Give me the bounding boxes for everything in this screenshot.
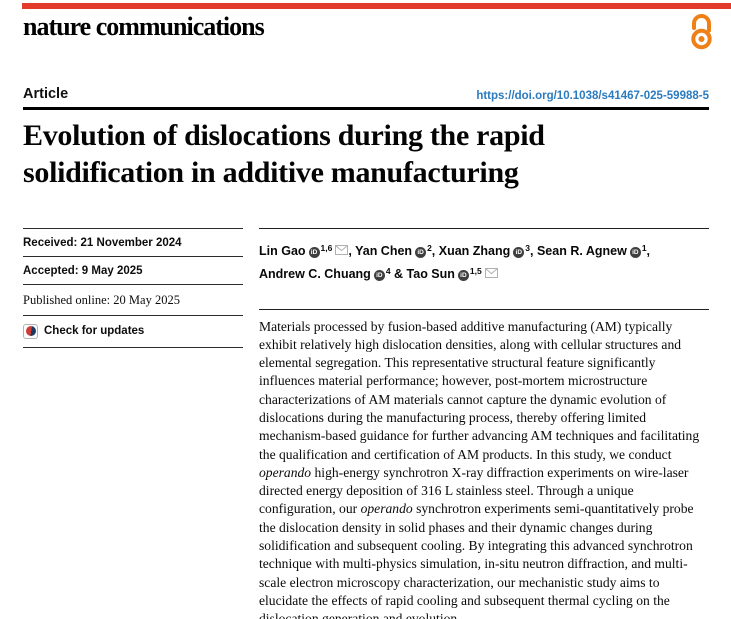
author-5: Andrew C. Chuang iD 4 &	[259, 265, 407, 281]
orcid-icon[interactable]: iD	[629, 246, 641, 258]
content-columns: Received: 21 November 2024 Accepted: 9 M…	[23, 227, 709, 619]
affiliation-sup: 2	[427, 242, 432, 253]
check-for-updates-label: Check for updates	[44, 325, 145, 337]
author-name: Xuan Zhang	[438, 243, 511, 258]
received-date: Received: 21 November 2024	[23, 227, 243, 256]
affiliation-sup: 1,5	[469, 265, 482, 276]
header-rule	[23, 107, 709, 110]
abstract-segment: high-energy synchrotron X-ray diffractio…	[259, 464, 689, 517]
journal-logo: nature communications	[23, 12, 265, 41]
author-separator: &	[390, 266, 407, 281]
author-separator: ,	[646, 243, 651, 258]
check-for-updates-button[interactable]: Check for updates	[23, 314, 243, 348]
orcid-icon[interactable]: iD	[457, 269, 469, 281]
affiliation-sup: 4	[385, 265, 391, 276]
author-name: Tao Sun	[406, 266, 455, 281]
author-3: Xuan Zhang iD 3,	[438, 242, 537, 258]
article-title: Evolution of dislocations during the rap…	[23, 118, 545, 189]
abstract-text: Materials processed by fusion-based addi…	[259, 308, 709, 619]
email-icon[interactable]	[484, 267, 498, 278]
author-6: Tao Sun iD 1,5	[406, 265, 498, 281]
author-separator: ,	[348, 243, 356, 258]
orcid-icon[interactable]: iD	[513, 246, 525, 258]
author-name: Sean R. Agnew	[536, 243, 627, 258]
open-access-icon	[687, 13, 715, 55]
affiliation-sup: 1	[641, 242, 647, 253]
doi-link[interactable]: https://doi.org/10.1038/s41467-025-59988…	[476, 90, 709, 102]
masthead: nature communications	[23, 0, 712, 55]
author-1: Lin Gao iD 1,6,	[259, 242, 356, 258]
abstract-segment: Materials processed by fusion-based addi…	[259, 318, 700, 462]
main-column: Lin Gao iD 1,6, Yan Chen iD 2, Xuan Zhang iD 3…	[259, 227, 709, 619]
abstract-segment: synchrotron experiments semi-quantitativ…	[259, 501, 694, 619]
author-list: Lin Gao iD 1,6, Yan Chen iD 2, Xuan Zhang iD 3…	[259, 227, 709, 284]
orcid-icon[interactable]: iD	[373, 269, 385, 281]
abstract-segment-italic: operando	[360, 501, 413, 517]
author-name: Lin Gao	[259, 243, 306, 258]
published-date: Published online: 20 May 2025	[23, 283, 243, 315]
email-icon[interactable]	[335, 244, 349, 255]
brand-bar	[22, 3, 731, 9]
author-4: Sean R. Agnew iD 1,	[536, 242, 651, 258]
article-type-label: Article	[23, 86, 69, 102]
author-name: Yan Chen	[355, 243, 413, 258]
orcid-icon[interactable]: iD	[415, 246, 427, 258]
author-2: Yan Chen iD 2,	[355, 242, 439, 258]
affiliation-sup: 3	[525, 242, 531, 253]
abstract-segment-italic: operando	[259, 464, 312, 480]
dates-panel: Received: 21 November 2024 Accepted: 9 M…	[23, 227, 243, 619]
affiliation-sup: 1,6	[320, 242, 333, 253]
article-header-row: Article https://doi.org/10.1038/s41467-0…	[23, 86, 709, 102]
author-name: Andrew C. Chuang	[259, 266, 371, 281]
author-separator: ,	[431, 243, 439, 258]
accepted-date: Accepted: 9 May 2025	[23, 255, 243, 284]
orcid-icon[interactable]: iD	[308, 246, 320, 258]
author-separator: ,	[530, 243, 537, 258]
crossmark-icon	[23, 323, 38, 339]
